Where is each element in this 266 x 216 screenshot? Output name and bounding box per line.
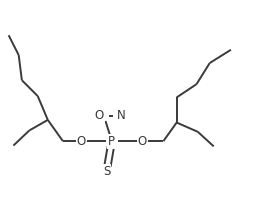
Text: N: N	[117, 110, 126, 122]
Text: O: O	[95, 110, 104, 122]
Text: O: O	[77, 135, 86, 148]
Text: P: P	[108, 135, 115, 148]
Text: O: O	[138, 135, 147, 148]
Text: S: S	[103, 165, 110, 178]
